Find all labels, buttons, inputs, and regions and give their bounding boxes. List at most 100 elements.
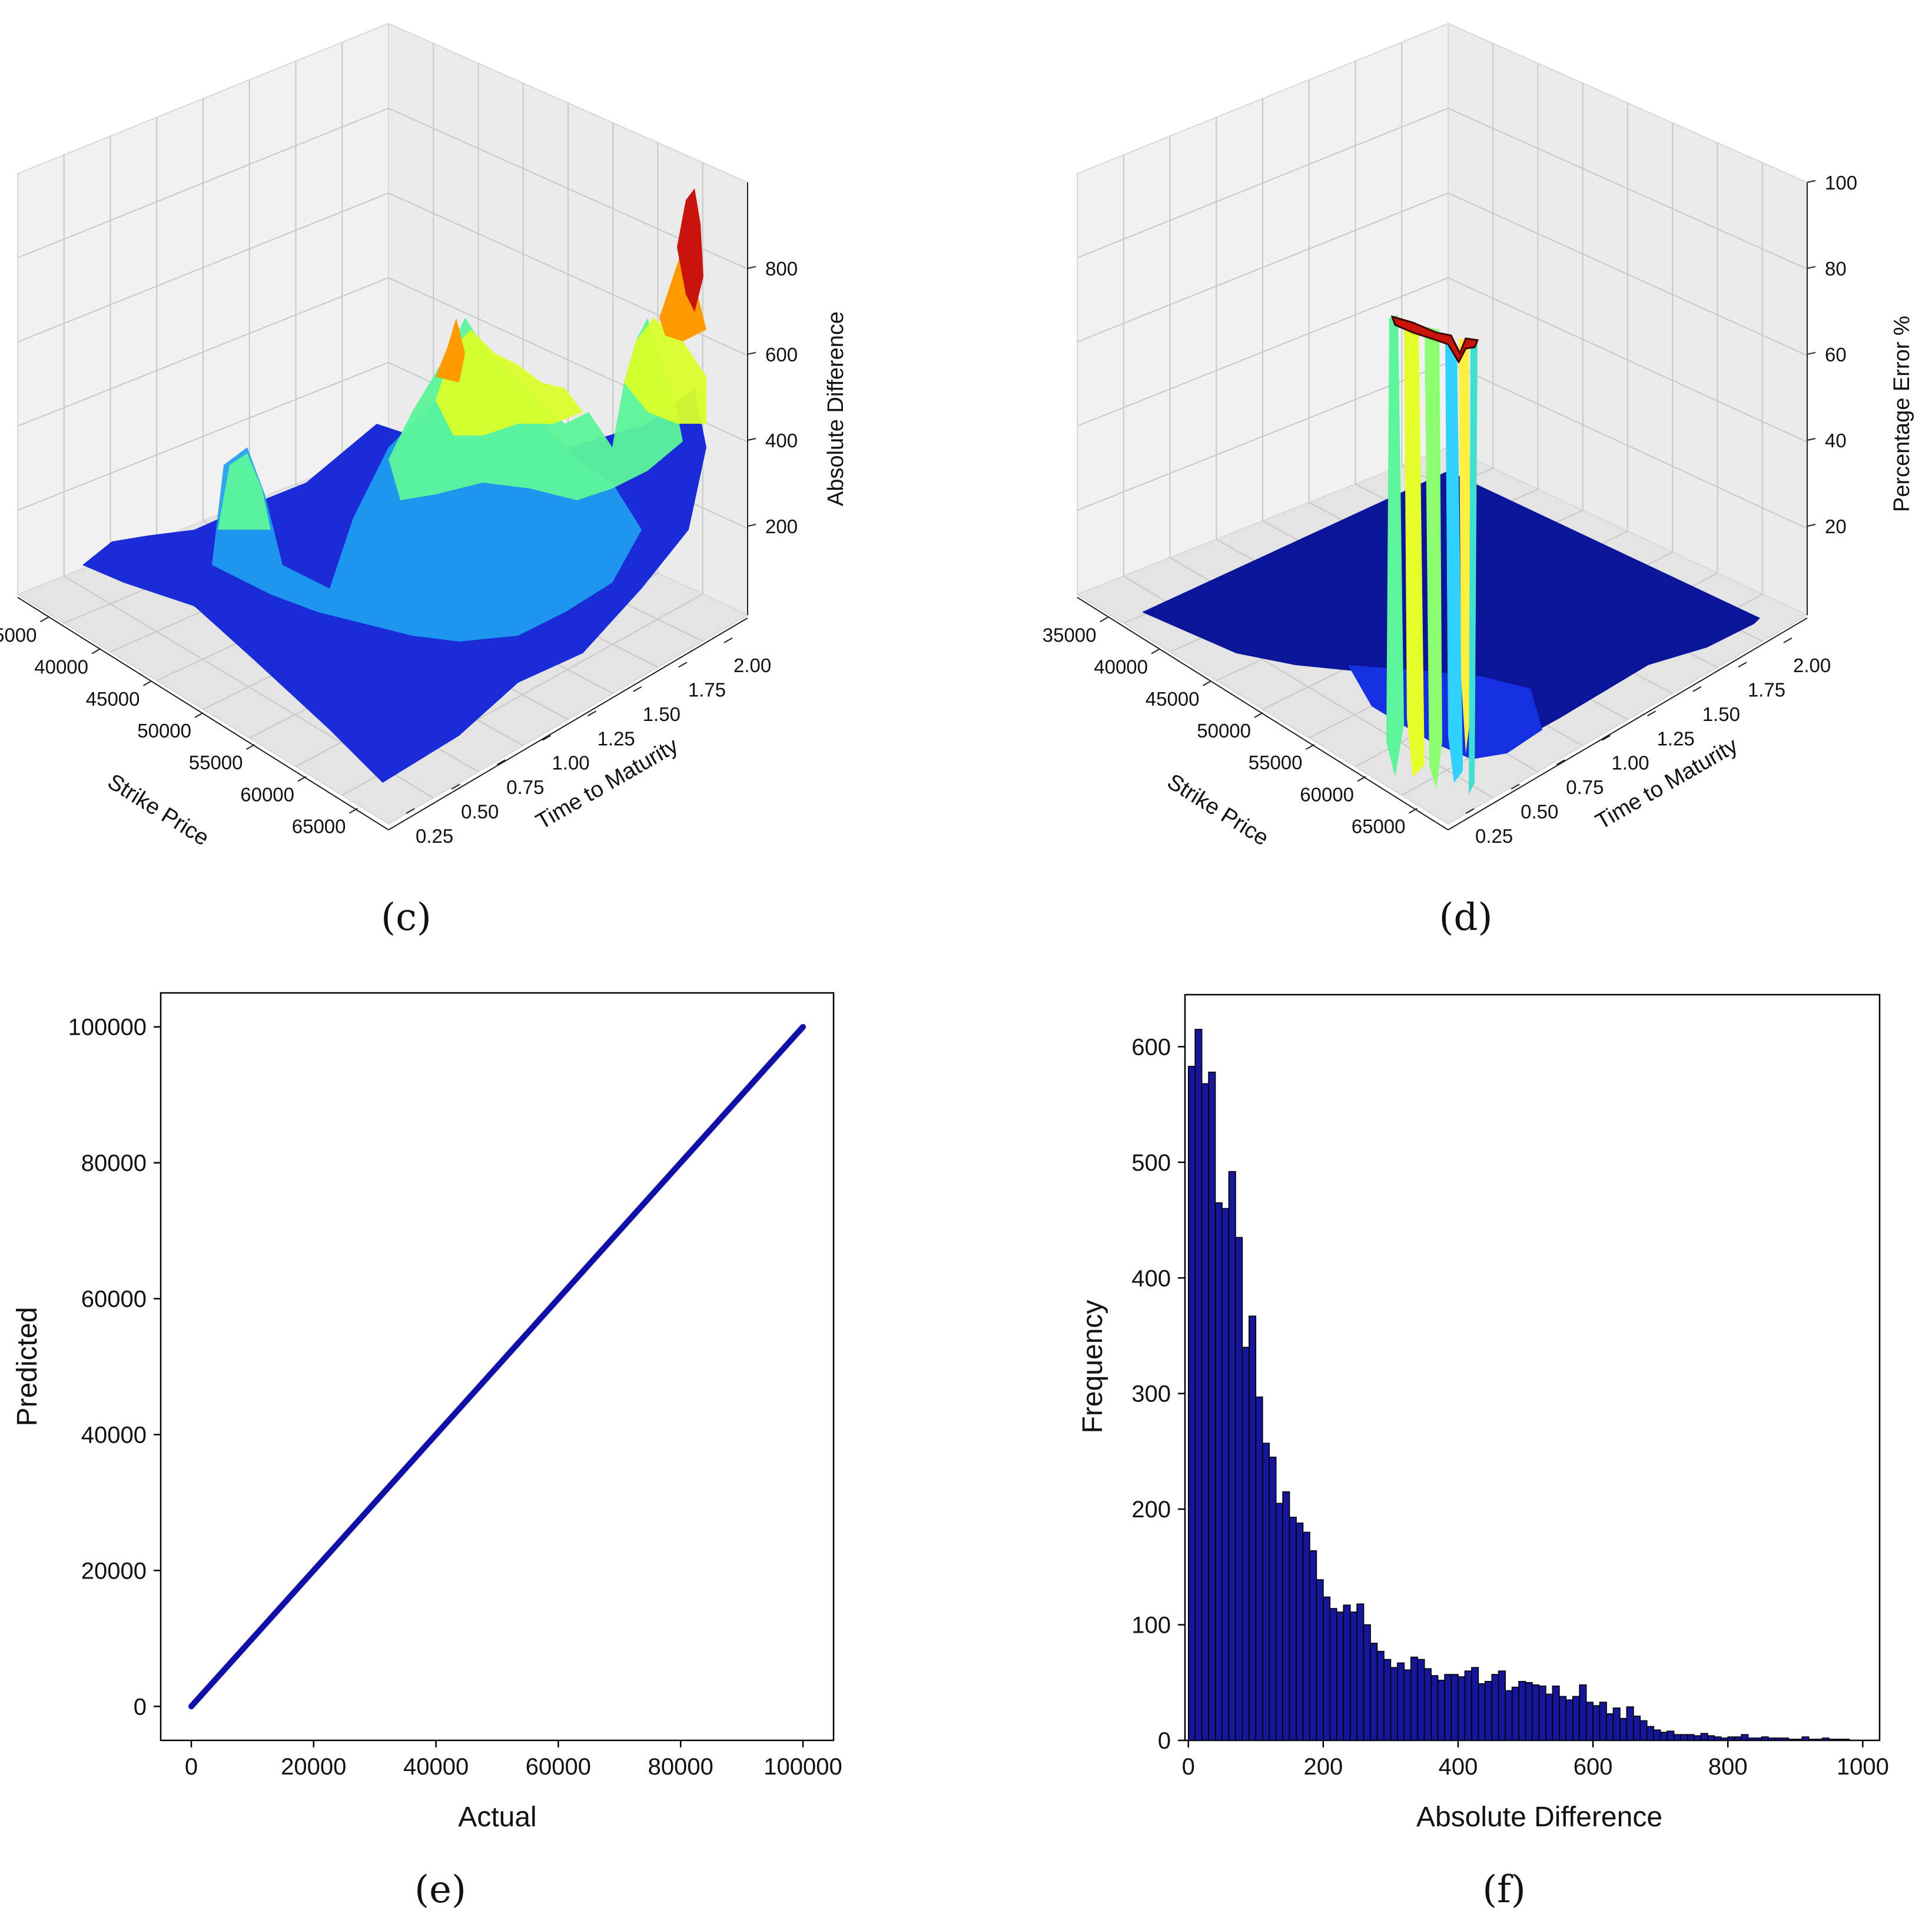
x-tick-label: 45000 xyxy=(1146,688,1200,710)
histogram-bar xyxy=(1659,1732,1668,1741)
chart-c-x-axis-line xyxy=(17,597,389,830)
histogram-bar xyxy=(1275,1503,1283,1741)
histogram-bar xyxy=(1606,1713,1614,1741)
x-tick xyxy=(1357,776,1366,782)
histogram-bar xyxy=(1700,1733,1708,1741)
y-tick-label: 20000 xyxy=(81,1558,147,1584)
y-tick-label: 1.50 xyxy=(643,703,680,725)
y-tick-label: 1.75 xyxy=(1748,679,1785,700)
histogram-bar xyxy=(1734,1736,1742,1741)
y-tick-label: 1.00 xyxy=(1611,752,1649,774)
x-tick xyxy=(246,744,255,750)
histogram-bar xyxy=(1423,1668,1432,1741)
chart-d-3d-surface: 35000 40000 45000 50000 55000 60000 65000 0.25 0… xyxy=(1043,22,1914,939)
histogram-bar xyxy=(1397,1662,1405,1741)
z-tick xyxy=(1807,437,1816,441)
y-tick xyxy=(451,783,460,790)
histogram-bar xyxy=(1579,1684,1587,1741)
chart-e-points-line xyxy=(188,1024,806,1710)
x-tick xyxy=(297,776,307,782)
z-tick xyxy=(1807,180,1816,183)
histogram-bar xyxy=(1390,1667,1398,1741)
x-tick xyxy=(1203,680,1211,686)
histogram-bar xyxy=(1673,1734,1681,1741)
y-tick-label: 100000 xyxy=(68,1015,147,1041)
chart-f-bars xyxy=(1187,1029,1850,1741)
x-tick-label: 65000 xyxy=(1352,816,1406,838)
y-tick-label: 0 xyxy=(1158,1728,1171,1754)
histogram-bar xyxy=(1323,1596,1331,1741)
histogram-bar xyxy=(1228,1171,1236,1741)
histogram-bar xyxy=(1269,1456,1277,1741)
x-tick xyxy=(91,648,101,654)
chart-f-histogram: 0 200 400 600 800 1000 0 100 200 300 400 500 600 Abs… xyxy=(1077,993,1889,1912)
z-tick-label: 200 xyxy=(765,516,798,537)
z-tick-label: 20 xyxy=(1825,516,1847,537)
y-tick xyxy=(1738,662,1747,668)
x-tick-label: 600 xyxy=(1574,1754,1613,1780)
x-tick xyxy=(143,680,152,686)
y-tick-label: 200 xyxy=(1131,1497,1171,1523)
x-tick-label: 0 xyxy=(185,1754,198,1780)
histogram-bar xyxy=(1329,1608,1337,1741)
histogram-bar xyxy=(1639,1720,1648,1741)
caption-f: (f) xyxy=(1482,1868,1526,1912)
y-tick xyxy=(1601,735,1611,741)
chart-d-spike-top xyxy=(1390,315,1479,364)
x-tick xyxy=(194,712,204,718)
y-tick-label: 0.75 xyxy=(1566,776,1604,798)
chart-c-y-axis-line xyxy=(388,617,748,830)
chart-c-surface-orange xyxy=(436,247,706,383)
chart-e-xlabel: Actual xyxy=(458,1802,536,1833)
histogram-bar xyxy=(1349,1611,1357,1741)
histogram-bar xyxy=(1552,1685,1560,1741)
histogram-bar xyxy=(1754,1737,1762,1741)
histogram-bar xyxy=(1235,1237,1243,1741)
histogram-bar xyxy=(1727,1736,1735,1741)
y-tick-label: 1.25 xyxy=(1657,727,1695,749)
chart-c-xlabel: Strike Price xyxy=(103,769,213,851)
x-tick-label: 80000 xyxy=(648,1754,713,1780)
histogram-bar xyxy=(1646,1726,1655,1741)
x-tick-label: 40000 xyxy=(1094,656,1148,678)
histogram-bar xyxy=(1296,1522,1304,1741)
histogram-bar xyxy=(1572,1696,1580,1741)
y-tick xyxy=(678,662,688,668)
x-tick-label: 60000 xyxy=(1300,783,1354,805)
y-tick-label: 0.25 xyxy=(1475,825,1513,847)
histogram-bar xyxy=(1565,1699,1574,1741)
histogram-bar xyxy=(1309,1550,1317,1741)
histogram-bar xyxy=(1612,1707,1621,1741)
chart-e-ticks: 0 20000 40000 60000 80000 100000 0 20000 40000 60… xyxy=(68,1015,842,1780)
chart-d-spike-3 xyxy=(1425,327,1442,789)
histogram-bar xyxy=(1741,1734,1749,1741)
histogram-bar xyxy=(1363,1624,1371,1741)
histogram-bar xyxy=(1545,1693,1553,1741)
chart-d-ticks: 35000 40000 45000 50000 55000 60000 65000 0.25 0… xyxy=(1043,172,1857,847)
histogram-bar xyxy=(1376,1650,1385,1741)
gridline xyxy=(17,107,748,270)
y-tick xyxy=(542,735,551,741)
y-tick-label: 600 xyxy=(1131,1034,1171,1060)
z-tick-label: 800 xyxy=(765,258,798,280)
y-tick-label: 1.25 xyxy=(597,727,635,749)
y-tick xyxy=(633,686,642,692)
histogram-bar xyxy=(1559,1696,1567,1741)
histogram-bar xyxy=(1694,1735,1702,1741)
histogram-bar xyxy=(1316,1579,1324,1741)
y-tick-label: 80000 xyxy=(81,1151,147,1177)
y-tick xyxy=(1647,710,1657,717)
histogram-bar xyxy=(1788,1739,1796,1741)
histogram-bar xyxy=(1538,1685,1546,1741)
histogram-bar xyxy=(1518,1681,1526,1741)
histogram-bar xyxy=(1667,1730,1675,1741)
x-tick xyxy=(1100,616,1108,623)
chart-c-surface xyxy=(82,188,706,783)
histogram-bar xyxy=(1478,1683,1486,1741)
histogram-bar xyxy=(1714,1736,1722,1741)
chart-d-spike-6 xyxy=(1469,341,1478,795)
y-tick-label: 1.50 xyxy=(1702,703,1740,725)
y-tick-label: 0.50 xyxy=(1521,801,1558,823)
z-tick xyxy=(747,351,756,355)
